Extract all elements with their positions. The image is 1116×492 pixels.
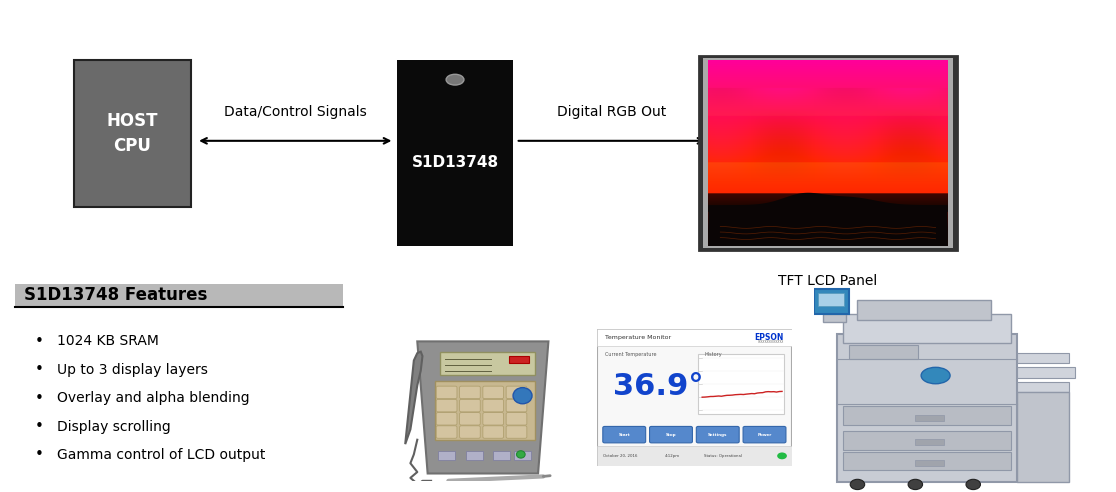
Text: HOST
CPU: HOST CPU: [106, 112, 158, 155]
Text: •: •: [35, 362, 44, 377]
Bar: [15, 284, 343, 307]
Bar: [700, 56, 956, 250]
Text: Digital RGB Out: Digital RGB Out: [557, 105, 666, 119]
Text: Gamma control of LCD output: Gamma control of LCD output: [57, 448, 266, 462]
Text: TFT LCD Panel: TFT LCD Panel: [778, 275, 877, 288]
Bar: [703, 58, 953, 248]
Text: S1D13748: S1D13748: [412, 155, 499, 170]
Text: Data/Control Signals: Data/Control Signals: [224, 105, 367, 119]
Text: S1D13748 Features: S1D13748 Features: [23, 286, 208, 305]
Text: •: •: [35, 447, 44, 462]
Text: Up to 3 display layers: Up to 3 display layers: [57, 363, 208, 377]
Text: Display scrolling: Display scrolling: [57, 420, 171, 433]
Text: •: •: [35, 334, 44, 349]
Ellipse shape: [446, 74, 464, 85]
Text: Overlay and alpha blending: Overlay and alpha blending: [57, 391, 250, 405]
Text: 1024 KB SRAM: 1024 KB SRAM: [57, 335, 158, 348]
Text: •: •: [35, 391, 44, 405]
Bar: [74, 60, 191, 207]
Text: •: •: [35, 419, 44, 434]
Bar: [396, 60, 513, 246]
